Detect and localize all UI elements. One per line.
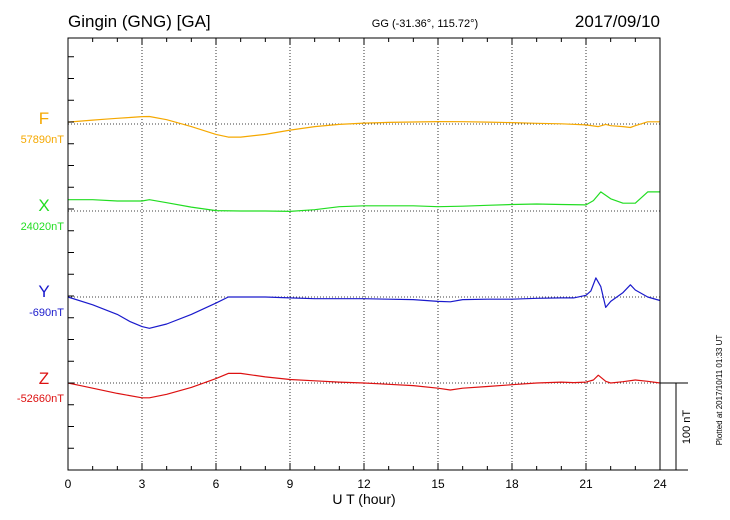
series-baseline-value-x: 24020nT: [21, 221, 65, 233]
scale-bar-label: 100 nT: [681, 410, 693, 445]
x-tick-label: 9: [287, 477, 294, 491]
series-name-z: Z: [39, 369, 49, 388]
station-coords: GG (-31.36°, 115.72°): [372, 18, 478, 30]
x-tick-label: 15: [431, 477, 445, 491]
x-tick-label: 18: [505, 477, 519, 491]
series-labels-layer: F 57890nT X 24020nT Y -690nT Z -52660nT: [17, 109, 64, 405]
series-line-x: [68, 191, 660, 212]
grid-layer: [141, 38, 587, 470]
series-name-x: X: [38, 196, 49, 215]
series-baseline-value-f: 57890nT: [21, 134, 65, 146]
scale-bar: 100 nT: [660, 382, 693, 471]
series-baseline-value-y: -690nT: [29, 307, 64, 319]
x-axis-label: U T (hour): [332, 491, 395, 507]
series-name-f: F: [39, 109, 49, 128]
station-title: Gingin (GNG) [GA]: [68, 12, 211, 31]
series-layer: [67, 115, 661, 399]
x-tick-label: 12: [357, 477, 371, 491]
series-line-f: [67, 115, 660, 138]
plotted-timestamp: Plotted at 2017/10/11 01:33 UT: [715, 335, 724, 446]
x-tick-label: 3: [139, 477, 146, 491]
x-tick-label: 24: [653, 477, 667, 491]
x-tick-label: 6: [213, 477, 220, 491]
x-tick-label: 21: [579, 477, 593, 491]
series-line-z: [67, 372, 661, 399]
series-baseline-value-z: -52660nT: [17, 393, 64, 405]
x-tick-label: 0: [65, 477, 72, 491]
ticks-layer: 0 3 6 9 12 15 18 21 24: [65, 38, 667, 491]
chart-date: 2017/09/10: [575, 12, 660, 31]
series-name-y: Y: [38, 282, 49, 301]
series-line-y: [67, 277, 661, 329]
